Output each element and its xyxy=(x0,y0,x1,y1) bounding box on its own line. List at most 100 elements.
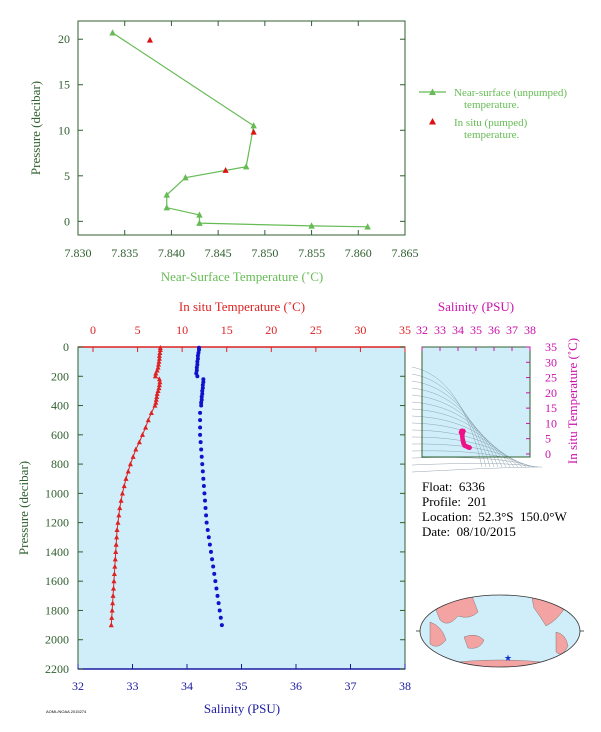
ts-density-contour xyxy=(411,394,499,468)
near-surface-point xyxy=(196,219,203,226)
salinity-point xyxy=(207,542,212,547)
temperature-point xyxy=(109,607,115,613)
temperature-point xyxy=(153,370,159,376)
near-surface-point xyxy=(364,223,371,230)
temperature-point xyxy=(130,453,136,459)
temperature-point xyxy=(111,578,117,584)
temperature-tick-label: 35 xyxy=(399,323,411,337)
near-surface-ytick-label: 5 xyxy=(64,169,70,183)
salinity-point xyxy=(198,432,203,437)
temperature-point xyxy=(154,393,160,399)
temperature-point xyxy=(143,424,149,430)
salinity-point xyxy=(202,491,207,496)
pressure-tick-label: 1800 xyxy=(45,603,69,617)
ts-density-contour xyxy=(411,401,503,468)
near-surface-point xyxy=(308,222,315,229)
temperature-point xyxy=(114,527,120,533)
insitu-point xyxy=(250,128,257,135)
profile-ylabel: Pressure (decibar) xyxy=(16,461,31,555)
near-surface-plot: 7.830 7.835 7.840 7.845 7.850 7.855 7.860 7.865… xyxy=(28,20,419,284)
near-surface-xtick-label: 7.860 xyxy=(345,246,372,260)
insitu-point xyxy=(222,166,229,173)
salinity-point xyxy=(200,383,205,388)
salinity-point xyxy=(210,557,215,562)
near-surface-xtick-label: 7.830 xyxy=(65,246,92,260)
near-surface-point xyxy=(163,191,170,198)
near-surface-point xyxy=(182,174,189,181)
temperature-tick-label: 0 xyxy=(90,323,96,337)
ts-ytick-label: 5 xyxy=(545,432,551,446)
salinity-point xyxy=(198,425,203,430)
salinity-point xyxy=(219,623,224,628)
temperature-tick-label: 10 xyxy=(176,323,188,337)
ts-density-contour xyxy=(411,457,535,468)
ts-density-contour xyxy=(411,366,483,468)
ts-xtick-label: 38 xyxy=(524,323,536,337)
ts-ytick-label: 0 xyxy=(545,447,551,461)
salinity-point xyxy=(201,484,206,489)
ts-ytick-label: 35 xyxy=(545,340,557,354)
profile-number: Profile: 201 xyxy=(422,494,487,509)
salinity-point xyxy=(199,447,204,452)
near-surface-frame xyxy=(77,20,406,236)
pressure-tick-label: 600 xyxy=(51,428,69,442)
salinity-point xyxy=(214,586,219,591)
temperature-tick-label: 20 xyxy=(265,323,277,337)
salinity-point xyxy=(199,394,204,399)
salinity-point xyxy=(198,440,203,445)
salinity-point xyxy=(201,476,206,481)
temperature-point xyxy=(111,571,117,576)
ts-xtick-label: 33 xyxy=(434,323,446,337)
salinity-tick-label: 36 xyxy=(290,679,302,693)
near-surface-point xyxy=(109,29,116,36)
salinity-point xyxy=(208,549,213,554)
legend-marker-near-surface xyxy=(429,88,436,95)
location-map: ★ xyxy=(416,594,584,668)
temperature-point xyxy=(114,534,120,540)
ts-ylabel: In situ Temperature (˚C) xyxy=(565,338,580,464)
legend-label-insitu-line1: In situ (pumped) xyxy=(454,117,528,129)
salinity-point xyxy=(213,579,218,584)
near-surface-xtick-label: 7.855 xyxy=(298,246,325,260)
pressure-tick-label: 1200 xyxy=(45,516,69,530)
temperature-point xyxy=(152,373,158,379)
near-surface-legend: Near-surface (unpumped) temperature. In s… xyxy=(419,87,567,141)
salinity-point xyxy=(212,571,217,576)
ts-xtick-label: 34 xyxy=(452,323,464,337)
salinity-point xyxy=(200,462,205,467)
pressure-tick-label: 2200 xyxy=(45,662,69,676)
ts-density-contour xyxy=(411,373,487,468)
temperature-point xyxy=(156,355,162,361)
ts-ytick-label: 30 xyxy=(545,355,557,369)
temperature-point xyxy=(112,563,118,569)
temperature-point xyxy=(110,585,117,591)
near-surface-ytick-label: 10 xyxy=(58,123,70,137)
temperature-point xyxy=(117,505,123,511)
salinity-point xyxy=(204,513,209,518)
legend-label-near-surface: Near-surface (unpumped) temperature. xyxy=(454,87,567,111)
temperature-point xyxy=(157,379,163,385)
near-surface-xtick-label: 7.840 xyxy=(158,246,185,260)
ts-density-contour xyxy=(411,380,491,468)
temperature-point xyxy=(108,622,114,628)
salinity-point xyxy=(206,535,211,540)
salinity-point xyxy=(205,527,210,532)
temperature-point xyxy=(121,483,127,489)
temperature-point xyxy=(156,358,162,364)
salinity-point xyxy=(202,498,207,503)
ts-density-contour xyxy=(411,463,539,468)
temperature-point xyxy=(157,347,163,353)
salinity-point xyxy=(200,469,205,474)
near-surface-ytick-label: 15 xyxy=(58,78,70,92)
salinity-point xyxy=(195,353,200,358)
float-location: Location: 52.3°S 150.0°W xyxy=(422,509,567,524)
float-location-marker: ★ xyxy=(504,653,512,663)
pressure-tick-label: 2000 xyxy=(45,633,69,647)
temperature-point xyxy=(153,396,159,402)
float-number: Float: 6336 xyxy=(422,479,485,494)
temperature-point xyxy=(109,614,115,620)
temperature-point xyxy=(113,541,119,547)
